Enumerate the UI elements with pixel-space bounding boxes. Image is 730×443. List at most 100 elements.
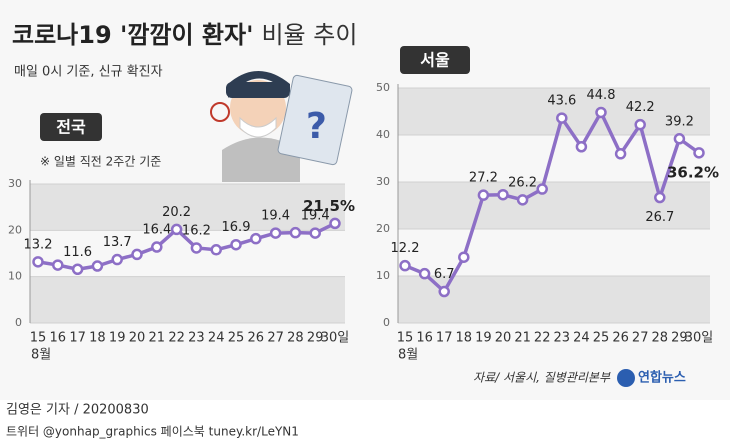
data-point — [438, 285, 450, 298]
x-tick-label: 19 — [109, 331, 126, 346]
y-tick-label: 0 — [15, 316, 22, 329]
y-tick-label: 30 — [376, 175, 390, 188]
social: 트위터 @yonhap_graphics 페이스북 tuney.kr/LeYN1 — [6, 425, 299, 439]
data-label: 39.2 — [665, 114, 694, 129]
data-label: 36.2% — [667, 163, 719, 181]
data-point — [614, 148, 627, 160]
data-point — [673, 133, 686, 145]
grid-band — [398, 276, 710, 323]
x-tick-label: 20 — [129, 331, 146, 346]
x-tick-label: 17 — [69, 331, 86, 346]
data-point — [250, 232, 262, 245]
data-point — [210, 244, 222, 256]
x-tick-label: 25 — [228, 331, 245, 346]
data-point — [497, 188, 509, 201]
y-tick-label: 0 — [383, 316, 390, 329]
data-point — [309, 227, 321, 239]
x-tick-label: 29 — [307, 331, 324, 346]
data-point — [654, 191, 666, 204]
data-label: 27.2 — [469, 171, 498, 186]
data-label: 13.7 — [103, 235, 132, 250]
byline: 김영은 기자 / 20200830 — [6, 403, 149, 418]
data-label: 16.4 — [142, 223, 171, 238]
data-label: 6.7 — [434, 267, 455, 282]
data-label: 16.2 — [182, 223, 211, 238]
title-rest: 비율 추이 — [261, 21, 357, 49]
data-point — [399, 259, 411, 272]
data-label: 19.4 — [261, 209, 290, 224]
data-point — [230, 238, 242, 251]
x-tick-label: 15 — [397, 331, 414, 346]
x-tick-label: 27 — [267, 331, 284, 346]
x-tick-label: 30일 — [685, 331, 714, 346]
x-tick-label: 28 — [287, 331, 304, 346]
grid-band — [30, 184, 345, 231]
x-tick-label: 18 — [456, 331, 473, 346]
grid-band — [398, 229, 710, 276]
x-tick-label: 17 — [436, 331, 453, 346]
title-main: 코로나19 '깜깜이 환자' — [12, 21, 253, 49]
data-label: 21.5% — [303, 197, 355, 215]
y-tick-label: 20 — [376, 222, 390, 235]
data-point — [477, 189, 490, 201]
chart-title: 서울 — [420, 51, 450, 70]
grid-band — [30, 276, 345, 323]
x-tick-label: 22 — [168, 331, 185, 346]
x-tick-label: 21 — [149, 331, 166, 346]
data-point — [52, 259, 64, 271]
logo: 연합뉴스 — [638, 370, 686, 386]
x-tick-label: 30일 — [321, 331, 350, 346]
data-point — [91, 260, 104, 272]
data-line — [404, 110, 701, 294]
subtitle: 매일 0시 기준, 신규 확진자 — [14, 65, 163, 80]
y-tick-label: 10 — [376, 269, 390, 282]
data-point — [458, 251, 470, 263]
footer-background — [0, 400, 730, 443]
x-tick-label: 22 — [534, 331, 551, 346]
chart-note: ※ 일별 직전 2주간 기준 — [40, 155, 161, 169]
x-tick-label: 15 — [30, 331, 47, 346]
x-tick-label: 29 — [671, 331, 688, 346]
data-point — [418, 267, 431, 280]
data-point — [634, 118, 646, 131]
x-note: 8월 — [31, 348, 51, 363]
x-tick-label: 25 — [593, 331, 610, 346]
data-label: 19.4 — [301, 209, 330, 224]
data-point — [170, 223, 183, 236]
data-label: 26.7 — [645, 210, 674, 225]
x-tick-label: 26 — [248, 331, 265, 346]
source: 자료/ 서울시, 질병관리본부 — [473, 371, 611, 385]
data-point — [595, 106, 607, 119]
chart-badge — [400, 46, 470, 74]
logo-icon — [617, 369, 635, 387]
x-tick-label: 24 — [208, 331, 225, 346]
data-label: 43.6 — [547, 94, 576, 109]
data-point — [131, 248, 143, 261]
x-tick-label: 27 — [632, 331, 649, 346]
x-tick-label: 20 — [495, 331, 512, 346]
data-label: 12.2 — [391, 241, 420, 256]
y-tick-label: 40 — [376, 128, 390, 141]
data-point — [536, 183, 548, 195]
data-point — [289, 226, 302, 239]
x-tick-label: 28 — [652, 331, 669, 346]
data-point — [693, 147, 705, 159]
x-tick-label: 26 — [612, 331, 629, 346]
data-point — [516, 194, 529, 206]
data-point — [269, 227, 282, 239]
data-label: 13.2 — [24, 237, 53, 252]
x-tick-label: 18 — [89, 331, 106, 346]
data-label: 44.8 — [587, 88, 616, 103]
title: 코로나19 '깜깜이 환자' 비율 추이 — [12, 21, 357, 49]
x-tick-label: 16 — [416, 331, 433, 346]
data-point — [111, 253, 123, 266]
data-point — [575, 141, 588, 153]
data-point — [71, 263, 84, 276]
grid-band — [398, 88, 710, 135]
data-label: 42.2 — [626, 100, 655, 115]
data-line — [37, 221, 336, 272]
y-tick-label: 50 — [376, 81, 390, 94]
data-point — [556, 112, 568, 124]
x-tick-label: 19 — [475, 331, 492, 346]
